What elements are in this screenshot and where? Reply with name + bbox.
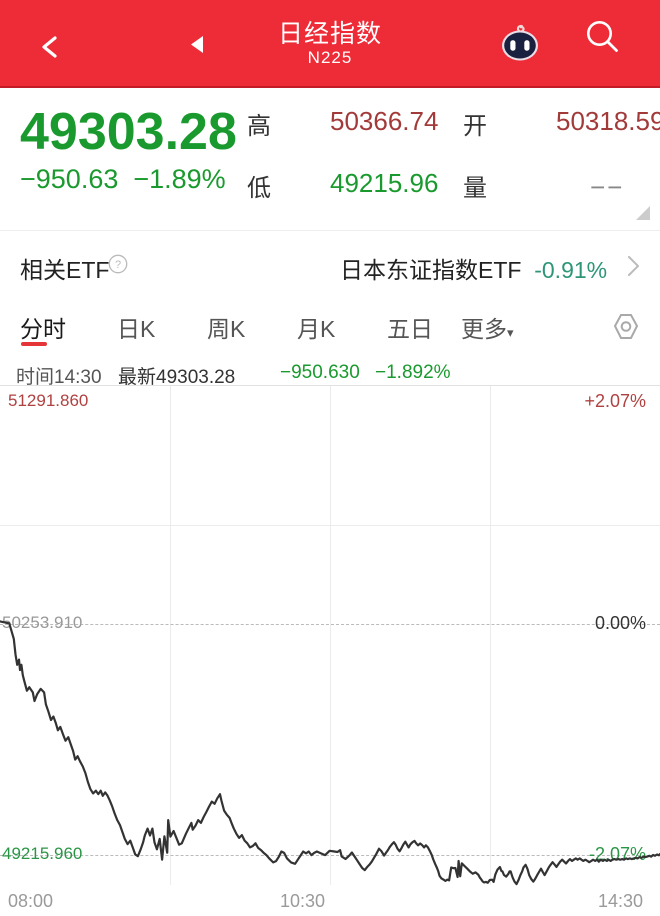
svg-text:?: ? — [115, 259, 121, 271]
